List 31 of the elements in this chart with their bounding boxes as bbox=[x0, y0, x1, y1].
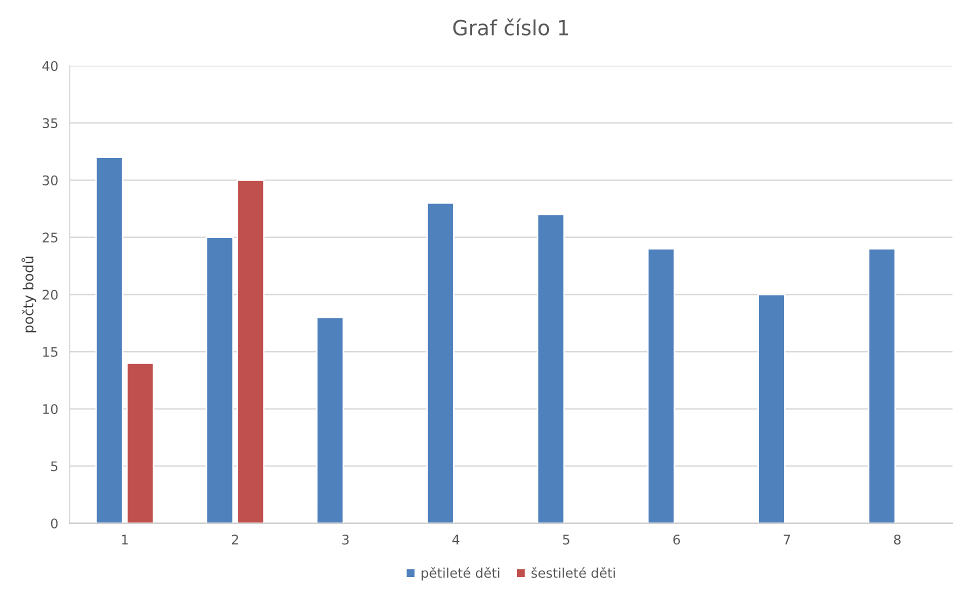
bar bbox=[126, 362, 154, 524]
bar bbox=[647, 248, 676, 524]
y-tick-label: 40 bbox=[42, 61, 58, 71]
y-tick-label: 20 bbox=[42, 290, 58, 300]
y-axis-title: počty bodů bbox=[22, 256, 36, 332]
bar bbox=[758, 294, 786, 524]
bar bbox=[206, 236, 234, 524]
bar bbox=[316, 316, 344, 524]
y-tick-label: 35 bbox=[42, 118, 58, 128]
x-tick-label: 7 bbox=[784, 534, 790, 544]
bar bbox=[236, 179, 265, 524]
x-tick-label: 2 bbox=[232, 534, 238, 544]
x-tick-label: 1 bbox=[122, 534, 128, 544]
x-tick-label: 6 bbox=[673, 534, 680, 545]
bar bbox=[426, 202, 454, 524]
y-tick-label: 30 bbox=[42, 175, 58, 186]
bar bbox=[95, 156, 124, 524]
x-tick-label: 4 bbox=[452, 534, 460, 544]
x-tick-label: 8 bbox=[894, 534, 901, 545]
bar bbox=[868, 248, 896, 524]
y-tick-label: 0 bbox=[50, 518, 58, 528]
y-tick-label: 10 bbox=[43, 404, 58, 414]
y-tick-label: 5 bbox=[51, 461, 58, 472]
x-tick-label: 5 bbox=[563, 534, 570, 545]
legend-label: pětileté děti bbox=[422, 567, 500, 580]
chart-title: Graf číslo 1 bbox=[453, 18, 568, 36]
y-tick-label: 15 bbox=[43, 347, 58, 357]
x-tick-label: 3 bbox=[342, 534, 349, 545]
legend-label: šestileté děti bbox=[532, 567, 615, 578]
y-tick-label: 25 bbox=[42, 232, 58, 243]
bar bbox=[536, 214, 565, 524]
